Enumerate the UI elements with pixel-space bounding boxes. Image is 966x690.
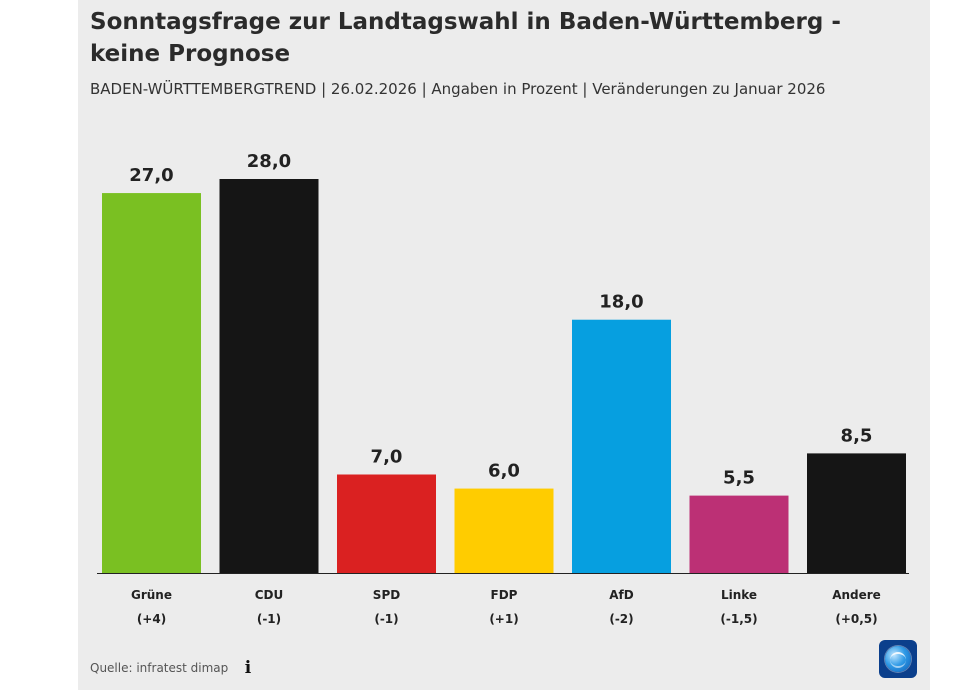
chart-subtitle: BADEN-WÜRTTEMBERGTREND | 26.02.2026 | An… bbox=[90, 80, 826, 98]
bar-afd bbox=[572, 319, 671, 573]
category-label-afd: AfD bbox=[609, 588, 634, 602]
category-label-fdp: FDP bbox=[491, 588, 518, 602]
source-note: Quelle: infratest dimap bbox=[90, 661, 229, 675]
change-label-gruene: (+4) bbox=[137, 612, 166, 626]
change-label-andere: (+0,5) bbox=[835, 612, 877, 626]
value-label-spd: 7,0 bbox=[371, 447, 403, 468]
bar-andere bbox=[807, 453, 906, 573]
value-label-cdu: 28,0 bbox=[247, 151, 291, 172]
bar-linke bbox=[689, 495, 789, 573]
category-label-gruene: Grüne bbox=[131, 588, 172, 602]
change-label-afd: (-2) bbox=[609, 612, 633, 626]
category-label-linke: Linke bbox=[721, 588, 757, 602]
tagesschau-logo bbox=[879, 640, 917, 678]
value-label-linke: 5,5 bbox=[723, 468, 755, 489]
change-label-cdu: (-1) bbox=[257, 612, 281, 626]
bar-cdu bbox=[219, 179, 319, 573]
bars-layer bbox=[102, 179, 906, 574]
change-label-linke: (-1,5) bbox=[720, 612, 757, 626]
info-icon[interactable]: i bbox=[244, 658, 252, 678]
value-label-andere: 8,5 bbox=[841, 425, 873, 446]
labels-layer: 27,0 Grüne (+4) 28,0 CDU (-1) 7,0 SPD (-1) 6,0 FDP… bbox=[129, 151, 881, 626]
bar-gruene bbox=[102, 193, 201, 574]
change-label-fdp: (+1) bbox=[489, 612, 518, 626]
category-label-spd: SPD bbox=[373, 588, 400, 602]
change-label-spd: (-1) bbox=[374, 612, 398, 626]
bar-fdp bbox=[454, 488, 554, 573]
category-label-cdu: CDU bbox=[255, 588, 284, 602]
value-label-gruene: 27,0 bbox=[129, 165, 173, 186]
category-label-andere: Andere bbox=[832, 588, 881, 602]
value-label-afd: 18,0 bbox=[599, 292, 643, 313]
bar-spd bbox=[337, 474, 436, 573]
value-label-fdp: 6,0 bbox=[488, 461, 520, 482]
logo-swirl bbox=[890, 652, 906, 668]
chart-title: Sonntagsfrage zur Landtagswahl in Baden-… bbox=[90, 9, 841, 67]
